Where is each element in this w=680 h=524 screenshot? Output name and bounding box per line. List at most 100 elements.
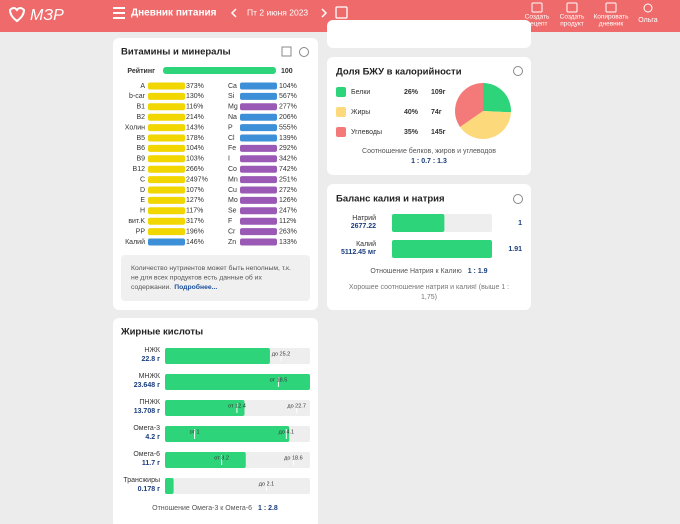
- nutrient-name: Co: [228, 166, 237, 173]
- limit-label: до 4.1: [279, 429, 294, 435]
- nutrient-name: Se: [228, 208, 237, 215]
- nutrient-name: B2: [136, 114, 145, 121]
- fat-amount: 0.178: [138, 486, 156, 493]
- nutrient-percent: 214%: [186, 114, 204, 121]
- balance-ratio: 1.91: [508, 246, 522, 253]
- nutrient-bar: [240, 144, 277, 152]
- fat-bar: [165, 452, 246, 468]
- help-icon[interactable]: [513, 66, 523, 76]
- nutrient-percent: 127%: [186, 197, 204, 204]
- nutrient-bar: [240, 186, 277, 194]
- ratio-value: 1 : 1.9: [468, 268, 488, 275]
- next-day[interactable]: [321, 8, 328, 18]
- action-icon[interactable]: [566, 2, 578, 13]
- user-icon[interactable]: [643, 3, 653, 13]
- menu-title[interactable]: Дневник питания: [131, 8, 217, 19]
- nutrient-name: B9: [136, 156, 145, 163]
- nutrient-percent: 342%: [279, 156, 297, 163]
- logo-icon[interactable]: [8, 7, 26, 23]
- nutrient-name: B6: [136, 145, 145, 152]
- nutrient-bar: [240, 228, 277, 236]
- nutrient-name: B12: [133, 166, 146, 173]
- card-title: Баланс калия и натрия: [336, 194, 445, 205]
- menu-icon[interactable]: [113, 7, 125, 19]
- ratio-label: Отношение Омега-3 к Омега-6: [152, 505, 252, 512]
- nutrient-name: Mg: [228, 104, 238, 111]
- legend-percent: 26%: [404, 89, 419, 96]
- action-label[interactable]: дневник: [599, 21, 624, 28]
- pie-slice: [459, 111, 511, 139]
- nutrient-name: Na: [228, 114, 237, 121]
- date[interactable]: Пт 2 июня 2023: [247, 7, 308, 17]
- balance-value: 5112.45 мг: [341, 249, 376, 256]
- balance-message: Хорошее соотношение натрия и калия! (выш…: [349, 284, 509, 291]
- limit-label: от 12.4: [228, 403, 246, 409]
- fat-amount: 11.7: [142, 460, 155, 467]
- legend-grams: 74г: [431, 109, 442, 116]
- nutrient-percent: 555%: [279, 124, 297, 131]
- rating-bar: [163, 67, 276, 74]
- rating-label: Рейтинг: [127, 67, 155, 75]
- user-name[interactable]: Ольга: [638, 17, 657, 24]
- fat-bar: [165, 426, 290, 442]
- nutrient-bar: [240, 176, 277, 184]
- fat-bar: [165, 400, 245, 416]
- nutrient-bar: [148, 165, 185, 173]
- help-icon[interactable]: [513, 194, 523, 204]
- table-icon[interactable]: [281, 46, 292, 57]
- limit-label: до 18.6: [284, 455, 303, 461]
- action-label[interactable]: Создать: [525, 14, 550, 21]
- balance-name: Калий: [356, 240, 376, 248]
- nutrient-percent: 206%: [279, 114, 297, 121]
- nutrient-bar: [148, 144, 185, 152]
- nutrient-percent: 2497%: [186, 176, 208, 183]
- ratio-label: Отношение Натрия к Калию: [370, 268, 461, 275]
- nutrient-percent: 317%: [186, 218, 204, 225]
- legend-label: Жиры: [351, 109, 370, 116]
- nutrient-percent: 292%: [279, 145, 297, 152]
- fat-unit: г: [157, 486, 160, 493]
- nutrient-percent: 263%: [279, 228, 297, 235]
- nutrient-bar: [148, 92, 185, 100]
- nutrient-name: Cl: [228, 135, 235, 142]
- limit-label: от 8.2: [214, 455, 229, 461]
- legend-swatch: [336, 127, 346, 137]
- fat-unit: г: [157, 434, 160, 441]
- nutrient-percent: 126%: [279, 197, 297, 204]
- help-icon[interactable]: [299, 47, 309, 57]
- fat-amount: 22.8: [142, 356, 156, 363]
- nutrient-name: Si: [228, 93, 235, 100]
- nutrient-name: I: [228, 156, 230, 163]
- action-icon[interactable]: [605, 2, 617, 13]
- nutrient-bar: [240, 155, 277, 163]
- nutrient-name: Ca: [228, 83, 237, 90]
- nutrient-percent: 277%: [279, 104, 297, 111]
- legend-percent: 35%: [404, 129, 419, 136]
- action-label[interactable]: Копировать: [594, 14, 630, 21]
- action-label[interactable]: Создать: [560, 14, 585, 21]
- prev-day[interactable]: [230, 8, 237, 18]
- calendar-icon[interactable]: [335, 6, 348, 19]
- nutrient-bar: [240, 217, 277, 225]
- action-icon[interactable]: [531, 2, 543, 13]
- nutrient-name: Zn: [228, 239, 236, 246]
- logo[interactable]: МЗР: [30, 7, 64, 24]
- nutrient-percent: 742%: [279, 166, 297, 173]
- nutrient-percent: 139%: [279, 135, 297, 142]
- nutrient-percent: 247%: [279, 208, 297, 215]
- nutrient-name: C: [140, 176, 145, 183]
- fat-amount: 13.708: [134, 408, 156, 415]
- pie-slice: [455, 83, 483, 127]
- action-label[interactable]: рецепт: [527, 21, 548, 28]
- rating-value: 100: [281, 68, 293, 75]
- balance-ratio: 1: [518, 220, 522, 227]
- nutrient-name: Mn: [228, 176, 238, 183]
- action-label[interactable]: продукт: [560, 21, 584, 28]
- nutrient-name: H: [140, 208, 145, 215]
- fat-amount: 23.648: [134, 382, 156, 389]
- fat-amount: 4.2: [145, 434, 155, 441]
- nutrient-bar: [148, 155, 185, 163]
- nutrient-percent: 251%: [279, 176, 297, 183]
- nutrient-name: E: [140, 197, 145, 204]
- note-link[interactable]: Подробнее...: [174, 283, 217, 291]
